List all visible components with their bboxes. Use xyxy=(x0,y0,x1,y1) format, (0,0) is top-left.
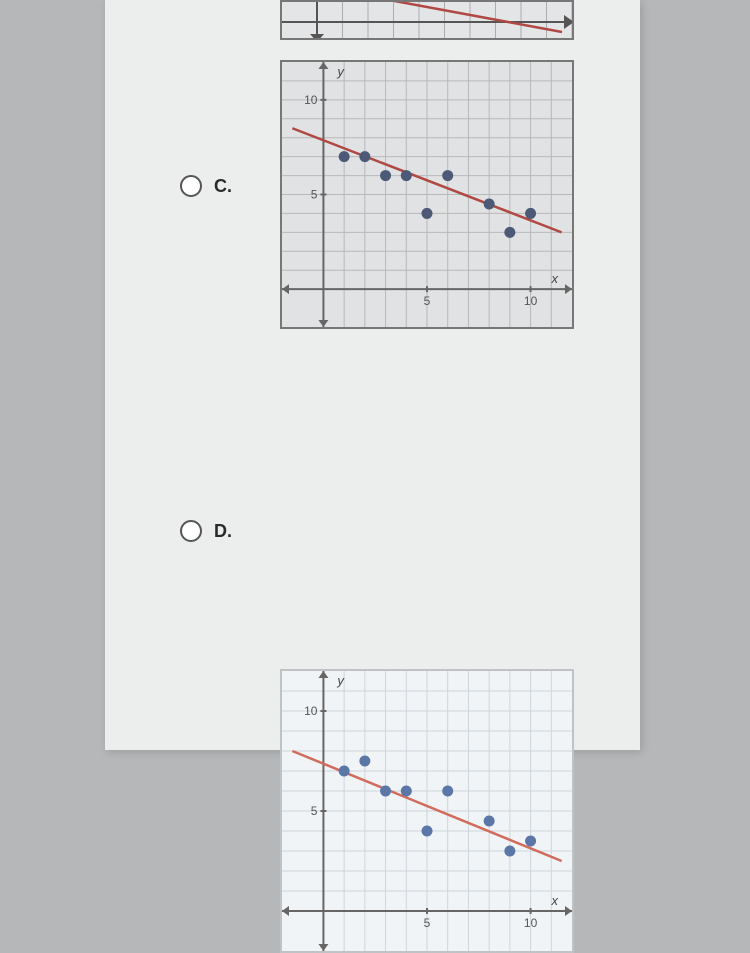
svg-text:x: x xyxy=(551,893,559,908)
svg-text:10: 10 xyxy=(524,294,538,308)
svg-text:5: 5 xyxy=(311,804,318,818)
chart-d-svg: 510510yx xyxy=(282,671,572,951)
chart-d: 510510yx xyxy=(280,669,574,953)
option-c-row: C. xyxy=(180,175,252,197)
option-c-label: C. xyxy=(214,176,232,197)
chart-c: 510510yx xyxy=(280,60,574,329)
chart-c-svg: 510510yx xyxy=(282,62,572,327)
svg-text:5: 5 xyxy=(311,188,318,202)
svg-text:5: 5 xyxy=(424,294,431,308)
option-d-label: D. xyxy=(214,521,232,542)
option-d-row: D. xyxy=(180,520,252,542)
svg-text:10: 10 xyxy=(524,916,538,930)
svg-text:x: x xyxy=(551,271,559,286)
radio-d[interactable] xyxy=(180,520,202,542)
page-surface: C. 510510yx D. 510510yx xyxy=(105,0,640,750)
svg-text:10: 10 xyxy=(304,93,318,107)
chart-partial-top xyxy=(280,0,574,40)
svg-text:10: 10 xyxy=(304,704,318,718)
svg-text:5: 5 xyxy=(424,916,431,930)
radio-c[interactable] xyxy=(180,175,202,197)
chart-partial-svg xyxy=(282,2,572,38)
